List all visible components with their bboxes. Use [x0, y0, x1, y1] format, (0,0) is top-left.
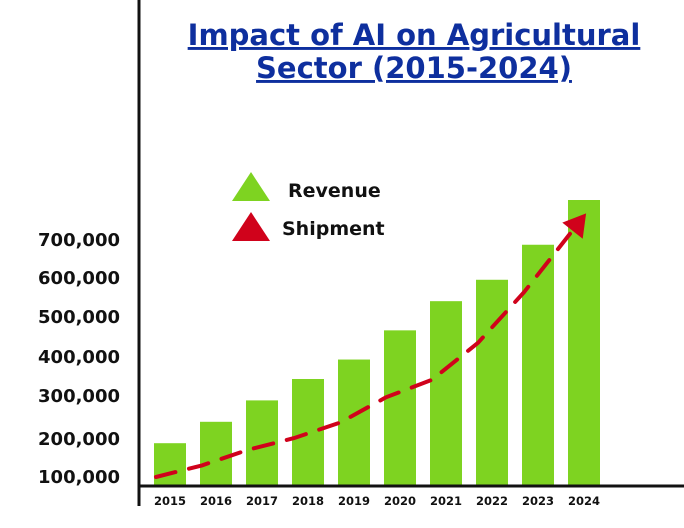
- revenue-bar-2020: [384, 330, 416, 486]
- y-tick-label: 400,000: [38, 347, 120, 368]
- y-tick-label: 100,000: [38, 467, 120, 488]
- y-tick-label: 300,000: [38, 386, 120, 407]
- legend-revenue-swatch: [232, 172, 270, 201]
- legend: Revenue Shipment: [232, 172, 385, 241]
- chart-title-line-2: Sector (2015-2024): [256, 51, 572, 85]
- revenue-bar-2015: [154, 443, 186, 486]
- y-tick-label: 600,000: [38, 268, 120, 289]
- shipment-line: [154, 231, 572, 479]
- x-tick-label-2024: 2024: [568, 494, 600, 508]
- revenue-bar-2021: [430, 301, 462, 486]
- y-tick-label: 200,000: [38, 429, 120, 450]
- revenue-bar-2022: [476, 279, 508, 486]
- x-tick-label-2019: 2019: [338, 494, 370, 508]
- revenue-bar-2024: [568, 200, 600, 486]
- x-tick-label-2016: 2016: [200, 494, 232, 508]
- chart-title-line-1: Impact of AI on Agricultural: [188, 18, 641, 52]
- x-tick-label-2020: 2020: [384, 494, 416, 508]
- x-tick-label-2015: 2015: [154, 494, 186, 508]
- legend-shipment-swatch: [232, 212, 270, 241]
- revenue-bar-2016: [200, 421, 232, 486]
- legend-revenue-label: Revenue: [288, 180, 381, 202]
- x-tick-label-2017: 2017: [246, 494, 278, 508]
- revenue-bar-2023: [522, 244, 554, 486]
- chart-title: Impact of AI on Agricultural Sector (201…: [188, 18, 641, 85]
- legend-shipment-label: Shipment: [282, 218, 385, 240]
- x-tick-label-2022: 2022: [476, 494, 508, 508]
- x-tick-label-2023: 2023: [522, 494, 554, 508]
- y-tick-label: 500,000: [38, 307, 120, 328]
- x-tick-label-2018: 2018: [292, 494, 324, 508]
- shipment-arrow-head: [562, 213, 587, 239]
- y-tick-label: 700,000: [38, 230, 120, 251]
- x-tick-label-2021: 2021: [430, 494, 462, 508]
- revenue-bar-2018: [292, 378, 324, 486]
- revenue-bar-2019: [338, 359, 370, 486]
